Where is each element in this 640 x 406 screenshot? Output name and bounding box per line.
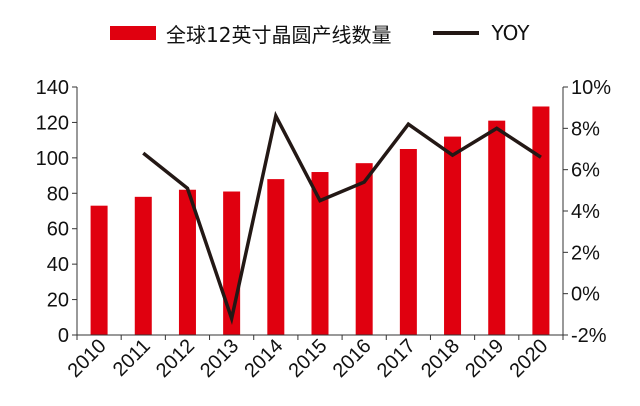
yoy-line (142, 110, 542, 325)
legend-swatch-line (433, 31, 480, 35)
x-tick-label: 2012 (152, 335, 199, 382)
x-tick-label: 2013 (196, 335, 243, 382)
y-left-tick-label: 140 (36, 77, 69, 99)
y-right-tick-label: 2% (571, 242, 600, 264)
bar-2012 (178, 189, 196, 335)
y-left-tick-label: 60 (47, 219, 69, 241)
bar-2020 (532, 106, 550, 335)
y-right-tick-label: 4% (571, 201, 600, 223)
bar-2010 (90, 205, 108, 335)
y-right-tick-label: -2% (571, 325, 607, 347)
y-right-tick-label: 8% (571, 118, 600, 140)
x-tick-label: 2016 (329, 335, 376, 382)
bar-2017 (399, 149, 417, 335)
x-tick-label: 2010 (64, 335, 111, 382)
y-right-tick-label: 10% (571, 77, 611, 99)
legend-swatch-bar (110, 26, 156, 40)
x-tick-label: 2015 (285, 335, 332, 382)
y-left-tick-label: 0 (58, 325, 69, 347)
y-right-tick-label: 6% (571, 160, 600, 182)
x-tick-label: 2011 (109, 335, 155, 381)
legend: 全球12英寸晶圆产线数量 YOY (110, 18, 571, 48)
legend-item-bar: 全球12英寸晶圆产线数量 (110, 19, 391, 48)
y-left-tick-label: 20 (47, 290, 69, 312)
y-right-tick-label: 0% (571, 284, 600, 306)
bar-2016 (355, 163, 373, 335)
x-tick-label: 2014 (240, 335, 287, 382)
legend-item-line: YOY (433, 21, 529, 45)
bar-2018 (444, 136, 462, 335)
x-tick-label: 2018 (417, 335, 464, 382)
y-left-tick-label: 80 (47, 183, 69, 205)
legend-label-line: YOY (491, 21, 530, 45)
bar-2014 (267, 179, 285, 335)
x-tick-label: 2020 (505, 335, 552, 382)
legend-label-bar: 全球12英寸晶圆产线数量 (166, 22, 392, 47)
bar-2019 (488, 120, 506, 336)
bar-2011 (134, 196, 152, 335)
x-tick-label: 2017 (373, 335, 420, 382)
y-left-tick-label: 40 (47, 254, 69, 276)
y-left-tick-label: 120 (36, 112, 69, 134)
y-left-tick-label: 100 (36, 148, 69, 170)
bar-2015 (311, 172, 329, 335)
x-tick-label: 2019 (461, 335, 508, 382)
